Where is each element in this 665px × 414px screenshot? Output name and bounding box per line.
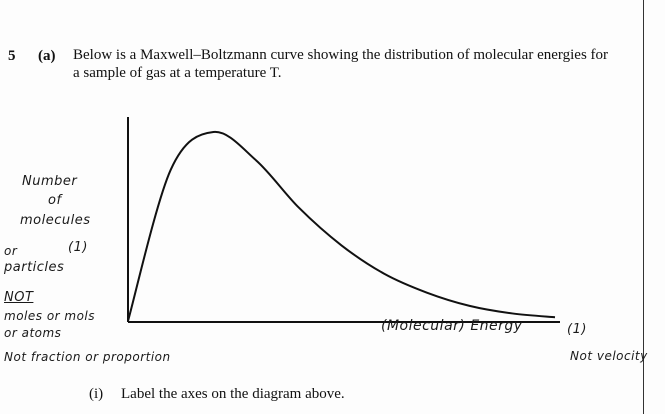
- y-label-moles: moles or mols: [4, 309, 96, 323]
- sub-question-number: (i): [89, 386, 104, 402]
- y-label-not-fraction: Not fraction or proportion: [4, 350, 171, 364]
- y-label-of: of: [48, 193, 62, 208]
- sub-question-text: Label the axes on the diagram above.: [121, 386, 345, 402]
- y-label-molecules: molecules: [20, 213, 91, 228]
- y-mark: (1): [68, 240, 88, 255]
- question-text-line-1: Below is a Maxwell–Boltzmann curve showi…: [73, 47, 609, 63]
- sub-question: (i) Label the axes on the diagram above.: [89, 386, 345, 403]
- y-label-not: NOT: [4, 290, 34, 305]
- question-text-line-2: a sample of gas at a temperature T.: [73, 65, 282, 81]
- y-label-atoms: or atoms: [4, 326, 62, 340]
- y-label-particles: particles: [4, 260, 65, 275]
- x-label-energy: (Molecular) Energy: [381, 318, 523, 334]
- question-text: Below is a Maxwell–Boltzmann curve showi…: [73, 46, 638, 82]
- page-margin-rule: [643, 0, 644, 414]
- question-number: 5: [8, 48, 16, 64]
- question-part: (a): [38, 48, 56, 64]
- y-label-or: or: [4, 244, 18, 258]
- x-label-not-velocity: Not velocity: [570, 349, 648, 363]
- distribution-curve: [127, 130, 556, 322]
- y-label-number: Number: [22, 174, 78, 189]
- x-mark: (1): [567, 322, 587, 337]
